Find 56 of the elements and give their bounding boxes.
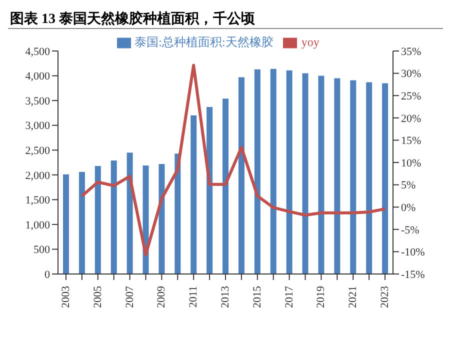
y-tick-label: 3,000 [25, 120, 50, 132]
y-tick-label: 4,000 [25, 70, 50, 83]
bar [382, 83, 388, 274]
bar [126, 152, 133, 274]
y-tick-label: 500 [34, 244, 50, 256]
bar [318, 76, 324, 274]
y2-tick-label: -15% [401, 268, 425, 281]
y-tick-label: 1,000 [25, 219, 50, 232]
legend-label: yoy [301, 35, 320, 49]
bar [254, 69, 260, 274]
y2-tick-label: 10% [401, 157, 422, 170]
bar [222, 98, 229, 274]
y2-tick-label: -10% [401, 246, 425, 259]
y-tick-label: 1,500 [25, 194, 50, 207]
bar [366, 82, 372, 274]
x-tick-label: 2017 [283, 286, 296, 308]
x-tick-label: 2003 [60, 286, 72, 308]
y2-tick-label: 5% [401, 180, 416, 192]
bar [158, 164, 165, 274]
bar [110, 160, 117, 274]
y2-tick-label: 15% [401, 135, 422, 148]
x-tick-label: 2023 [379, 286, 392, 308]
x-tick-label: 2011 [188, 286, 200, 308]
bar [270, 68, 276, 274]
bar [94, 166, 101, 274]
y-tick-label: 2,500 [25, 145, 50, 158]
y2-tick-label: 0% [401, 202, 416, 214]
bar [302, 73, 308, 274]
legend-label: 泰国:总种植面积:天然橡胶 [134, 35, 274, 49]
x-tick-label: 2019 [315, 286, 328, 308]
x-tick-label: 2021 [347, 286, 360, 308]
bar [63, 174, 69, 274]
bar [350, 80, 356, 274]
y2-tick-label: 20% [401, 112, 422, 125]
y2-tick-label: 35% [401, 46, 422, 58]
y-tick-label: 2,000 [25, 170, 50, 182]
bar [174, 154, 181, 274]
x-tick-label: 2009 [156, 286, 168, 308]
chart-title: 图表 13 泰国天然橡胶种植面积，千公顷 [8, 8, 443, 29]
bar [206, 107, 213, 274]
y-tick-label: 4,500 [25, 46, 50, 58]
bar [286, 70, 292, 274]
x-tick-label: 2015 [251, 286, 264, 308]
x-tick-label: 2013 [220, 286, 232, 308]
bar [334, 78, 340, 274]
x-tick-label: 2005 [92, 286, 104, 308]
y2-tick-label: 30% [401, 68, 422, 80]
y-tick-label: 3,500 [25, 95, 50, 108]
y2-tick-label: -5% [401, 224, 420, 236]
bar [190, 115, 197, 274]
y2-tick-label: 25% [401, 90, 422, 103]
bar [238, 77, 244, 274]
line-series [80, 64, 387, 256]
y-tick-label: 0 [44, 268, 50, 281]
x-tick-label: 2007 [124, 286, 136, 308]
bar [78, 172, 85, 274]
